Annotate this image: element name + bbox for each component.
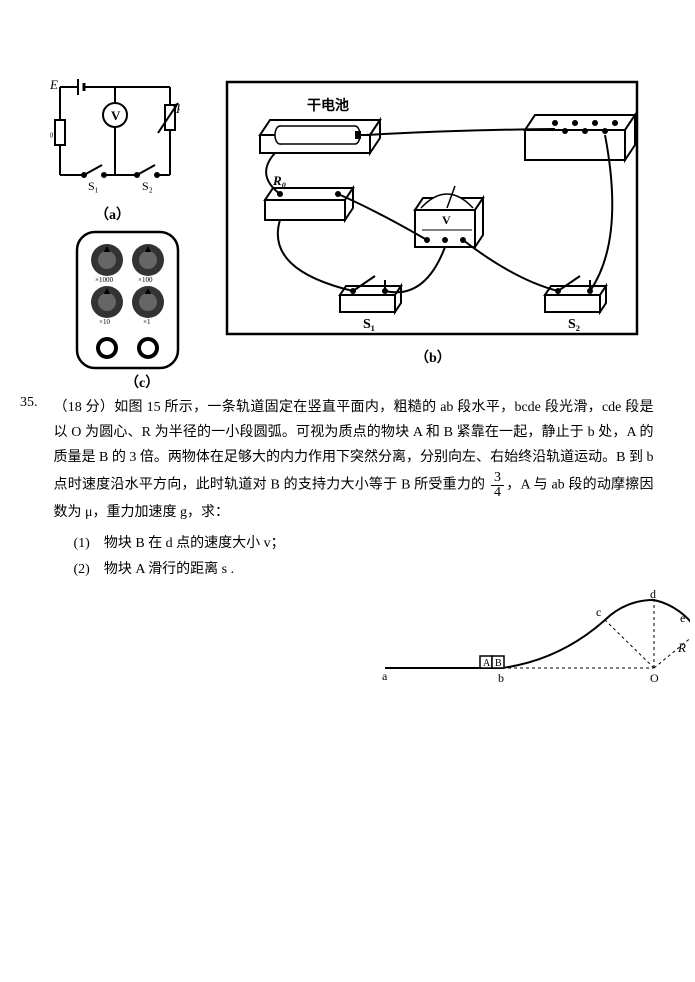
fraction-3-4: 3 4 [491, 471, 504, 500]
block-B: B [495, 658, 502, 669]
problem-35: 35. （18 分）如图 15 所示，一条轨道固定在竖直平面内，粗糙的 ab 段… [20, 395, 675, 584]
track-svg: A B a b c d e O R [380, 590, 690, 690]
block-A: A [483, 658, 491, 669]
label-S1-a: S₁ [88, 179, 99, 193]
pt-b: b [498, 671, 504, 685]
problem-number: 35. [20, 395, 50, 411]
pt-c: c [596, 605, 601, 619]
figure-15: A B a b c d e O R [380, 590, 690, 695]
apparatus-svg: 干电池 R₀ [225, 80, 655, 340]
pt-a: a [382, 669, 388, 683]
problem-points: （18 分） [54, 400, 115, 415]
problem-text: （18 分）如图 15 所示，一条轨道固定在竖直平面内，粗糙的 ab 段水平，b… [54, 395, 654, 525]
dial-x1000: ×1000 [95, 276, 113, 284]
dial-x1: ×1 [143, 318, 151, 326]
figure-a: E V R R₀ S₁ S₂ [50, 75, 180, 200]
label-E: E [50, 77, 58, 92]
circuit-a-svg: E V R R₀ S₁ S₂ [50, 75, 180, 195]
label-R-a: R [175, 101, 180, 116]
battery-icon [260, 120, 380, 153]
label-R0-b: R₀ [272, 173, 286, 188]
label-S2-a: S₂ [142, 179, 153, 193]
pt-d: d [650, 590, 656, 601]
sub2-num: (2) [74, 557, 90, 584]
resistance-box-svg: ×1000 ×100 ×10 ×1 [75, 230, 180, 370]
pt-e: e [680, 611, 685, 625]
figure-b: 干电池 R₀ [225, 80, 655, 345]
figure-a-caption: （a） [95, 204, 130, 224]
frac-den: 4 [491, 486, 504, 500]
figures-row: E V R R₀ S₁ S₂ （a） [0, 0, 695, 300]
figure-c: ×1000 ×100 ×10 ×1 [75, 230, 180, 375]
lbl-R: R [677, 640, 686, 655]
figure-c-caption: （c） [125, 372, 159, 392]
problem-body: （18 分）如图 15 所示，一条轨道固定在竖直平面内，粗糙的 ab 段水平，b… [54, 395, 654, 584]
sub2-text: 物块 A 滑行的距离 s . [104, 557, 234, 584]
label-S1-b: S₁ [363, 317, 375, 332]
figure-b-caption: （b） [415, 347, 451, 367]
dial-x10: ×10 [99, 318, 110, 326]
label-S2-b: S₂ [568, 317, 580, 332]
sub1-num: (1) [74, 531, 90, 558]
pt-O: O [650, 671, 659, 685]
circuit-box-icon [525, 115, 635, 160]
sub-problems: (1) 物块 B 在 d 点的速度大小 v； (2) 物块 A 滑行的距离 s … [74, 531, 654, 584]
label-V-a: V [111, 108, 121, 123]
label-R0-a: R₀ [50, 124, 54, 138]
sub1-text: 物块 B 在 d 点的速度大小 v； [104, 531, 285, 558]
label-V-b: V [442, 213, 451, 227]
dial-x100: ×100 [138, 276, 153, 284]
frac-num: 3 [491, 471, 504, 486]
battery-label: 干电池 [307, 97, 349, 114]
